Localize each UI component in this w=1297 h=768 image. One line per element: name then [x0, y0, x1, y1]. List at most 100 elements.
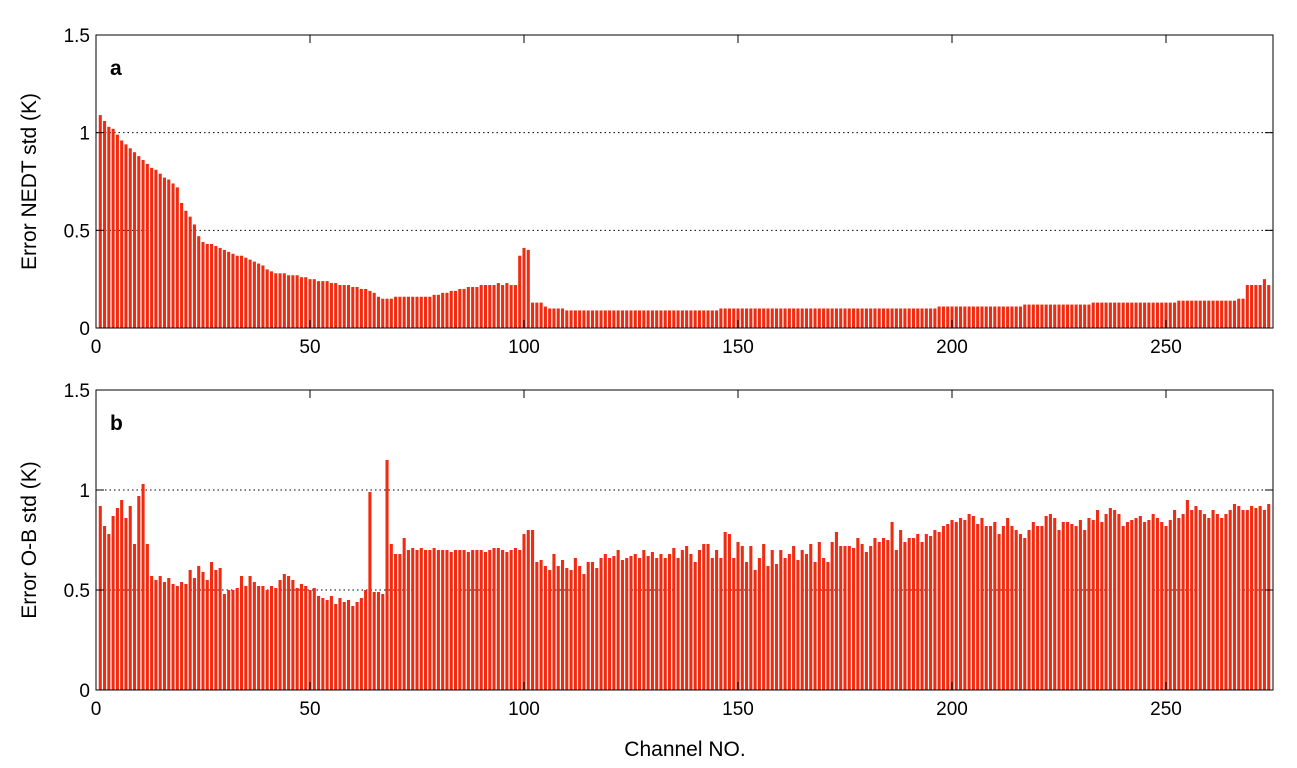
bar: [1121, 526, 1125, 690]
bar: [1134, 518, 1138, 690]
bar: [560, 560, 565, 690]
bar: [411, 548, 415, 690]
bar: [779, 550, 783, 690]
bar: [274, 588, 278, 690]
bar: [188, 570, 192, 690]
bar: [1018, 534, 1023, 690]
bar: [312, 279, 316, 328]
bar: [385, 298, 389, 328]
bar: [299, 584, 303, 690]
bar: [916, 534, 920, 690]
bar: [1006, 306, 1010, 328]
bar: [967, 514, 971, 690]
bar: [317, 281, 321, 328]
bar: [1202, 300, 1207, 328]
bar: [1083, 530, 1087, 690]
bar: [946, 306, 950, 328]
bar: [792, 308, 796, 328]
bar: [710, 558, 714, 690]
bar: [522, 247, 526, 328]
bar: [1074, 526, 1078, 690]
bar: [894, 550, 898, 690]
bar: [830, 308, 834, 328]
bar: [826, 562, 830, 690]
bar: [1031, 522, 1035, 690]
bar: [1066, 522, 1070, 690]
bar: [817, 542, 821, 690]
bar: [1040, 304, 1044, 328]
bar: [111, 128, 115, 328]
bar: [376, 592, 381, 690]
bar: [402, 538, 406, 690]
bar: [1207, 518, 1211, 690]
bar: [933, 530, 937, 690]
bar: [659, 310, 663, 328]
bar: [1151, 302, 1155, 328]
bar: [1228, 510, 1232, 690]
bar: [197, 236, 201, 328]
bar: [753, 570, 757, 690]
bar: [963, 306, 967, 328]
bar: [590, 310, 595, 328]
bar: [599, 310, 603, 328]
x-tick-label: 100: [508, 337, 540, 358]
bar: [197, 566, 201, 690]
bar: [188, 216, 192, 328]
bar: [937, 306, 941, 328]
bar: [398, 296, 402, 328]
bar: [445, 292, 449, 328]
bar: [471, 286, 475, 328]
bar: [638, 558, 642, 690]
bar: [291, 580, 295, 690]
bar: [1095, 510, 1100, 690]
bar: [1190, 510, 1194, 690]
bar: [244, 257, 248, 328]
bar: [556, 566, 560, 690]
y-tick-label: 0.5: [64, 581, 90, 602]
bar: [890, 308, 894, 328]
x-tick-label: 100: [508, 699, 540, 720]
bar: [595, 568, 599, 690]
bar: [929, 536, 933, 690]
bar: [415, 296, 419, 328]
bar: [877, 308, 881, 328]
bar: [762, 544, 766, 690]
bar: [1215, 300, 1219, 328]
bar: [1061, 522, 1065, 690]
bar: [471, 550, 475, 690]
bar: [269, 271, 274, 328]
bar: [175, 187, 179, 328]
bar: [757, 308, 761, 328]
bar: [984, 526, 988, 690]
bar: [1211, 510, 1215, 690]
bar: [839, 308, 843, 328]
bar: [749, 546, 753, 690]
bar: [590, 562, 595, 690]
bar: [141, 484, 145, 690]
bar: [1061, 304, 1065, 328]
bar: [1113, 510, 1117, 690]
axes-frame: [95, 34, 1274, 329]
bar: [569, 570, 573, 690]
bar: [483, 285, 488, 328]
bar: [1245, 510, 1249, 690]
bar: [1070, 524, 1074, 690]
bar: [501, 285, 505, 328]
bar: [1173, 510, 1177, 690]
bar: [869, 546, 873, 690]
bar: [162, 177, 167, 328]
bar: [483, 552, 488, 690]
bar: [346, 600, 351, 690]
bar: [167, 179, 171, 328]
bar: [248, 259, 252, 328]
bar: [573, 310, 577, 328]
bar: [552, 308, 556, 328]
bar: [1027, 530, 1031, 690]
bar: [663, 558, 667, 690]
bar: [535, 562, 539, 690]
bar: [924, 308, 928, 328]
bar: [633, 554, 637, 690]
bar: [137, 496, 141, 690]
bar: [672, 548, 676, 690]
bar: [959, 518, 963, 690]
